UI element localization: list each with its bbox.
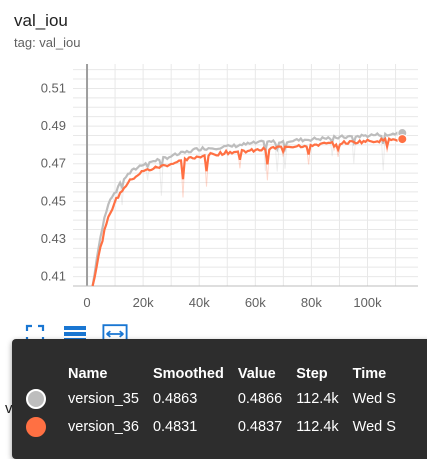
x-tick-label: 20k bbox=[133, 295, 154, 310]
x-tick-label: 40k bbox=[189, 295, 210, 310]
series-swatch-icon bbox=[26, 389, 46, 409]
header-time: Time bbox=[352, 366, 387, 382]
fit-domain-button[interactable] bbox=[22, 323, 48, 345]
chart-tooltip: Name Smoothed Value Step Time version_35… bbox=[12, 339, 427, 459]
header-value: Value bbox=[237, 366, 276, 382]
row-name: version_36 bbox=[68, 419, 139, 435]
row-value: 0.4837 bbox=[237, 419, 283, 435]
row-step: 112.4k bbox=[296, 391, 339, 407]
row-smoothed: 0.4863 bbox=[152, 391, 198, 407]
raw-line-version_36 bbox=[92, 136, 402, 287]
axes bbox=[73, 64, 418, 287]
series-line-version_36 bbox=[91, 136, 402, 287]
end-point-version_36 bbox=[397, 134, 408, 145]
x-tick-label: 100k bbox=[353, 295, 382, 310]
row-time: Wed S bbox=[352, 419, 396, 435]
row-value: 0.4866 bbox=[237, 391, 283, 407]
row-step: 112.4k bbox=[296, 419, 339, 435]
x-tick-label: 0 bbox=[83, 295, 90, 310]
tick-labels: 0.41 0.43 0.45 0.47 0.49 0.51 0 20k 40k 60k 80k 100… bbox=[41, 80, 382, 310]
series-line-version_35 bbox=[91, 131, 402, 287]
header-smoothed: Smoothed bbox=[152, 366, 224, 382]
y-tick-label: 0.47 bbox=[41, 156, 66, 171]
raw-series bbox=[92, 131, 402, 287]
raw-line-version_35 bbox=[92, 131, 402, 287]
y-tick-label: 0.51 bbox=[41, 80, 66, 95]
series-swatch-icon bbox=[26, 417, 46, 437]
fit-domain-icon bbox=[25, 324, 45, 344]
line-chart[interactable]: 0.41 0.43 0.45 0.47 0.49 0.51 0 20k 40k 60k 80k 100… bbox=[0, 0, 427, 320]
tooltip-table: Name Smoothed Value Step Time version_35… bbox=[26, 363, 410, 441]
header-name: Name bbox=[68, 366, 108, 382]
card-title: val_iou bbox=[14, 11, 68, 30]
grid bbox=[73, 64, 418, 286]
swatch-header bbox=[26, 363, 68, 385]
series-lines bbox=[91, 128, 408, 287]
table-row: version_36 0.4831 0.4837 112.4k Wed S bbox=[26, 413, 410, 441]
header-step: Step bbox=[296, 366, 328, 382]
row-time: Wed S bbox=[352, 391, 396, 407]
row-smoothed: 0.4831 bbox=[152, 419, 198, 435]
y-tick-label: 0.45 bbox=[41, 193, 66, 208]
card-tag: tag: val_iou bbox=[14, 35, 81, 50]
x-tick-label: 80k bbox=[301, 295, 322, 310]
x-tick-label: 60k bbox=[245, 295, 266, 310]
table-row: version_35 0.4863 0.4866 112.4k Wed S bbox=[26, 385, 410, 413]
row-name: version_35 bbox=[68, 391, 139, 407]
y-tick-label: 0.49 bbox=[41, 118, 66, 133]
y-tick-label: 0.43 bbox=[41, 231, 66, 246]
y-tick-label: 0.41 bbox=[41, 269, 66, 284]
